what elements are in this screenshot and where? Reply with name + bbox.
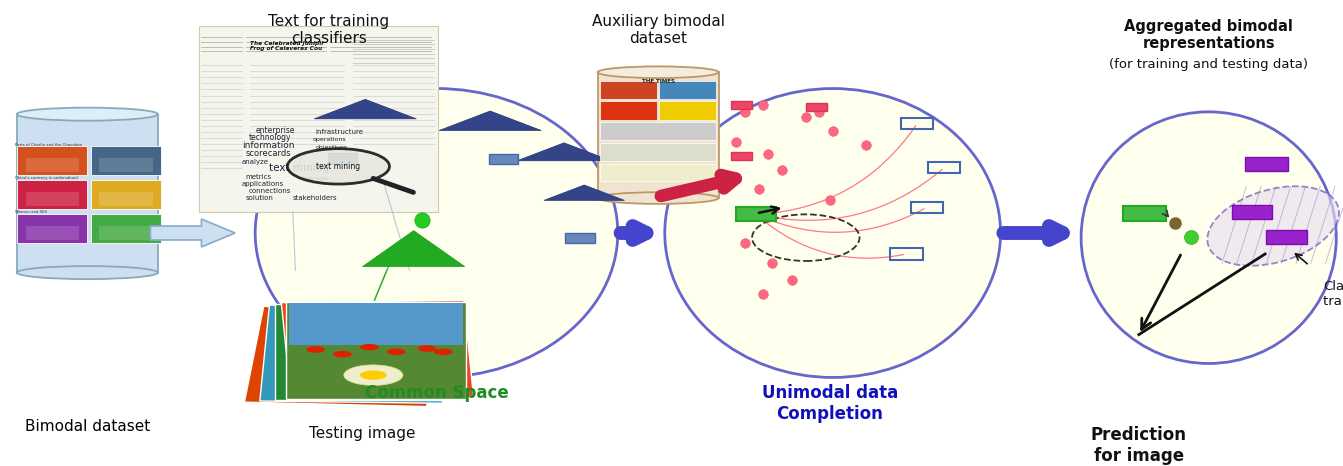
- FancyBboxPatch shape: [17, 214, 87, 243]
- FancyBboxPatch shape: [600, 122, 716, 140]
- FancyBboxPatch shape: [275, 304, 458, 400]
- FancyBboxPatch shape: [244, 307, 446, 406]
- FancyBboxPatch shape: [736, 207, 776, 221]
- FancyBboxPatch shape: [598, 72, 719, 198]
- Ellipse shape: [1081, 112, 1336, 363]
- Text: solution: solution: [246, 195, 274, 201]
- FancyBboxPatch shape: [600, 164, 716, 181]
- FancyBboxPatch shape: [600, 101, 657, 120]
- Ellipse shape: [665, 89, 1001, 377]
- Text: Aggregated bimodal
representations: Aggregated bimodal representations: [1124, 19, 1293, 51]
- Ellipse shape: [255, 89, 618, 377]
- FancyBboxPatch shape: [91, 180, 161, 209]
- FancyBboxPatch shape: [1232, 205, 1272, 219]
- Circle shape: [360, 344, 379, 350]
- Text: Prediction
for image: Prediction for image: [1091, 426, 1187, 465]
- Circle shape: [387, 349, 406, 355]
- FancyBboxPatch shape: [26, 158, 79, 172]
- FancyBboxPatch shape: [659, 101, 716, 120]
- FancyBboxPatch shape: [259, 305, 453, 403]
- FancyBboxPatch shape: [91, 146, 161, 175]
- FancyBboxPatch shape: [289, 303, 463, 345]
- FancyBboxPatch shape: [659, 81, 716, 99]
- Ellipse shape: [17, 108, 158, 121]
- Text: The Celebrated Jumpir
Frog of Calaveras Cou: The Celebrated Jumpir Frog of Calaveras …: [250, 41, 324, 51]
- FancyBboxPatch shape: [600, 143, 716, 161]
- FancyBboxPatch shape: [26, 226, 79, 240]
- Text: objectives: objectives: [316, 145, 348, 150]
- Polygon shape: [517, 143, 611, 161]
- Ellipse shape: [1207, 186, 1339, 266]
- Text: technology: technology: [248, 133, 291, 142]
- Text: analyze: analyze: [242, 159, 269, 165]
- FancyBboxPatch shape: [17, 114, 158, 273]
- Text: Auxiliary bimodal
dataset: Auxiliary bimodal dataset: [591, 14, 725, 47]
- FancyBboxPatch shape: [731, 152, 752, 160]
- Text: operations: operations: [313, 137, 346, 142]
- Text: (for training and testing data): (for training and testing data): [1109, 58, 1308, 71]
- Text: Parts of Charlie and the Chocolate: Parts of Charlie and the Chocolate: [15, 143, 82, 147]
- Text: stakeholders: stakeholders: [293, 195, 337, 201]
- Circle shape: [344, 365, 403, 385]
- FancyBboxPatch shape: [489, 154, 518, 164]
- Ellipse shape: [598, 192, 719, 204]
- Text: Unimodal data
Completion: Unimodal data Completion: [761, 384, 898, 423]
- Text: Classifier
trained on text: Classifier trained on text: [1323, 280, 1343, 308]
- Text: text mining: text mining: [269, 163, 329, 173]
- Text: enterprise: enterprise: [255, 126, 294, 135]
- Text: manage: manage: [302, 176, 328, 181]
- Ellipse shape: [598, 66, 719, 78]
- FancyBboxPatch shape: [199, 26, 438, 212]
- Circle shape: [306, 346, 325, 353]
- Text: Common Space: Common Space: [364, 384, 509, 403]
- Circle shape: [287, 149, 389, 184]
- FancyBboxPatch shape: [600, 81, 657, 99]
- Text: applications: applications: [242, 181, 283, 187]
- FancyBboxPatch shape: [1266, 230, 1307, 244]
- Text: text mining: text mining: [317, 162, 360, 171]
- FancyBboxPatch shape: [806, 103, 827, 111]
- Text: connections: connections: [248, 188, 291, 194]
- FancyBboxPatch shape: [99, 226, 153, 240]
- Polygon shape: [439, 111, 541, 130]
- FancyBboxPatch shape: [328, 153, 357, 164]
- FancyBboxPatch shape: [1245, 157, 1288, 171]
- FancyBboxPatch shape: [281, 301, 474, 398]
- Polygon shape: [363, 231, 465, 267]
- FancyBboxPatch shape: [26, 192, 79, 206]
- Polygon shape: [314, 99, 416, 119]
- FancyBboxPatch shape: [99, 158, 153, 172]
- Text: THE TIMES: THE TIMES: [642, 79, 674, 84]
- FancyBboxPatch shape: [731, 101, 752, 109]
- FancyBboxPatch shape: [286, 302, 466, 399]
- FancyBboxPatch shape: [91, 214, 161, 243]
- Circle shape: [434, 349, 453, 355]
- Text: Text for training
classifiers: Text for training classifiers: [269, 14, 389, 47]
- FancyBboxPatch shape: [99, 192, 153, 206]
- Text: Women and ISIS: Women and ISIS: [15, 210, 47, 214]
- Circle shape: [418, 345, 436, 352]
- FancyBboxPatch shape: [1123, 206, 1166, 221]
- Polygon shape: [544, 185, 624, 200]
- Text: China's currency is undervalued: China's currency is undervalued: [15, 176, 78, 180]
- Text: Testing image: Testing image: [309, 426, 416, 441]
- Text: scorecards: scorecards: [246, 149, 291, 158]
- FancyBboxPatch shape: [17, 146, 87, 175]
- Polygon shape: [150, 219, 235, 247]
- FancyBboxPatch shape: [565, 233, 595, 243]
- Text: metrics: metrics: [246, 174, 271, 180]
- Text: infrastructure: infrastructure: [316, 129, 364, 135]
- Text: Bimodal dataset: Bimodal dataset: [24, 419, 150, 434]
- Text: information: information: [242, 141, 294, 150]
- Circle shape: [360, 370, 387, 380]
- Circle shape: [333, 351, 352, 357]
- FancyBboxPatch shape: [17, 180, 87, 209]
- Ellipse shape: [17, 266, 158, 279]
